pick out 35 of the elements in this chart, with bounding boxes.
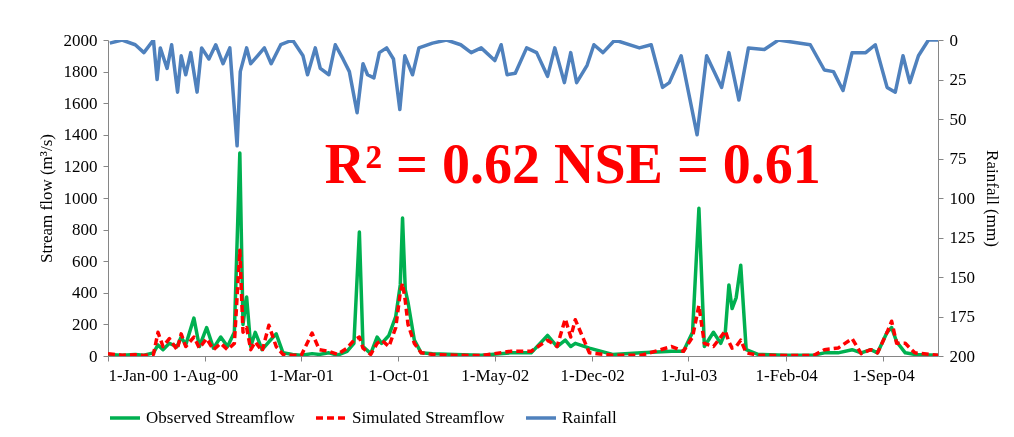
x-tick-label: 1-Mar-01: [269, 365, 335, 385]
y-tick-label: 1600: [63, 93, 98, 113]
y-tick-label: 1400: [63, 125, 98, 145]
x-tick-label: 1-Jan-00: [108, 365, 168, 385]
x-tick-label: 1-May-02: [461, 365, 530, 385]
y2-axis-title: Rainfall (mm): [983, 150, 1002, 247]
y2-tick-label: 150: [949, 267, 975, 287]
y-tick-label: 2000: [63, 30, 98, 50]
x-tick-label: 1-Feb-04: [755, 365, 819, 385]
x-tick-label: 1-Aug-00: [172, 365, 239, 385]
y2-tick-label: 25: [949, 70, 967, 89]
x-tick-label: 1-Dec-02: [560, 365, 625, 385]
y-tick-label: 600: [72, 251, 98, 271]
y-tick-label: 1000: [63, 188, 98, 208]
y-tick-label: 1800: [63, 62, 98, 82]
x-tick-label: 1-Sep-04: [852, 365, 916, 385]
x-tick-label: 1-Oct-01: [368, 365, 430, 385]
y2-tick-label: 75: [949, 149, 967, 168]
y-tick-label: 1200: [63, 156, 98, 176]
y-tick-label: 200: [72, 314, 98, 334]
y2-tick-label: 175: [949, 307, 975, 326]
y-axis-title: Stream flow (m³/s): [36, 134, 56, 263]
legend-label: Rainfall: [562, 408, 618, 427]
annotation: R² = 0.62 NSE = 0.61: [324, 133, 821, 196]
y2-tick-label: 100: [949, 188, 975, 208]
y-tick-label: 0: [89, 346, 98, 366]
y2-tick-label: 50: [949, 109, 967, 129]
y-tick-label: 400: [72, 283, 98, 303]
legend-label: Simulated Streamflow: [352, 408, 506, 427]
y2-tick-label: 0: [949, 30, 958, 50]
legend-label: Observed Streamflow: [146, 408, 296, 427]
y2-tick-label: 200: [949, 346, 975, 366]
y-tick-label: 800: [72, 220, 98, 240]
y2-tick-label: 125: [949, 228, 975, 247]
x-tick-label: 1-Jul-03: [660, 365, 718, 385]
